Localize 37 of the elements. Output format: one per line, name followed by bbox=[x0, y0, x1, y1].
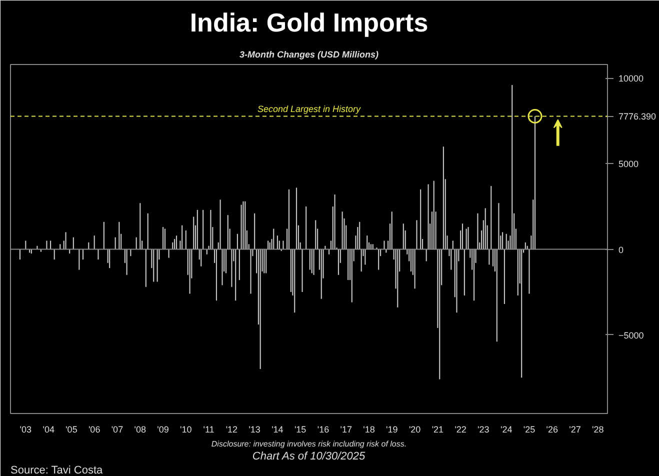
x-tick-label: '07 bbox=[111, 424, 124, 434]
x-tick-label: '27 bbox=[569, 424, 581, 434]
x-tick-label: '17 bbox=[340, 424, 352, 434]
x-tick-label: '04 bbox=[42, 424, 54, 434]
x-tick-label: '11 bbox=[203, 424, 214, 434]
x-tick-label: '28 bbox=[592, 424, 604, 434]
source-note: Source: Tavi Costa bbox=[10, 464, 104, 476]
x-tick-label: '10 bbox=[180, 424, 192, 434]
x-tick-label: '23 bbox=[478, 424, 490, 434]
x-tick-label: '09 bbox=[157, 424, 169, 434]
x-tick-label: '18 bbox=[363, 424, 375, 434]
x-tick-label: '06 bbox=[88, 424, 100, 434]
x-tick-label: '24 bbox=[500, 424, 512, 434]
x-tick-label: '13 bbox=[248, 424, 260, 434]
x-tick-label: '22 bbox=[454, 424, 466, 434]
chart-title: India: Gold Imports bbox=[190, 8, 428, 38]
x-tick-label: '12 bbox=[226, 424, 238, 434]
x-tick-label: '03 bbox=[20, 424, 32, 434]
y-tick-label: 5000 bbox=[618, 159, 639, 170]
x-tick-label: '19 bbox=[386, 424, 398, 434]
x-tick-label: '14 bbox=[272, 424, 284, 434]
x-tick-label: '21 bbox=[432, 424, 444, 434]
y-tick-label: 10000 bbox=[618, 74, 644, 84]
y-tick-label: 7776.390 bbox=[618, 112, 656, 122]
x-tick-label: '16 bbox=[317, 424, 330, 434]
x-tick-label: '25 bbox=[523, 424, 536, 434]
y-tick-label: −5000 bbox=[618, 330, 644, 340]
x-tick-label: '08 bbox=[134, 424, 146, 434]
chart-subtitle: 3-Month Changes (USD Millions) bbox=[240, 50, 379, 60]
text: Disclosure: investing involves risk including risk of loss. bbox=[211, 440, 407, 448]
y-tick-label: 0 bbox=[618, 244, 624, 255]
x-tick-label: '05 bbox=[66, 424, 78, 434]
text: Chart As of 10/30/2025 bbox=[252, 450, 366, 462]
x-tick-label: '26 bbox=[546, 424, 558, 434]
x-tick-label: '20 bbox=[408, 424, 421, 434]
ref-line-label: Second Largest in History bbox=[257, 104, 362, 114]
x-tick-label: '15 bbox=[294, 424, 306, 434]
